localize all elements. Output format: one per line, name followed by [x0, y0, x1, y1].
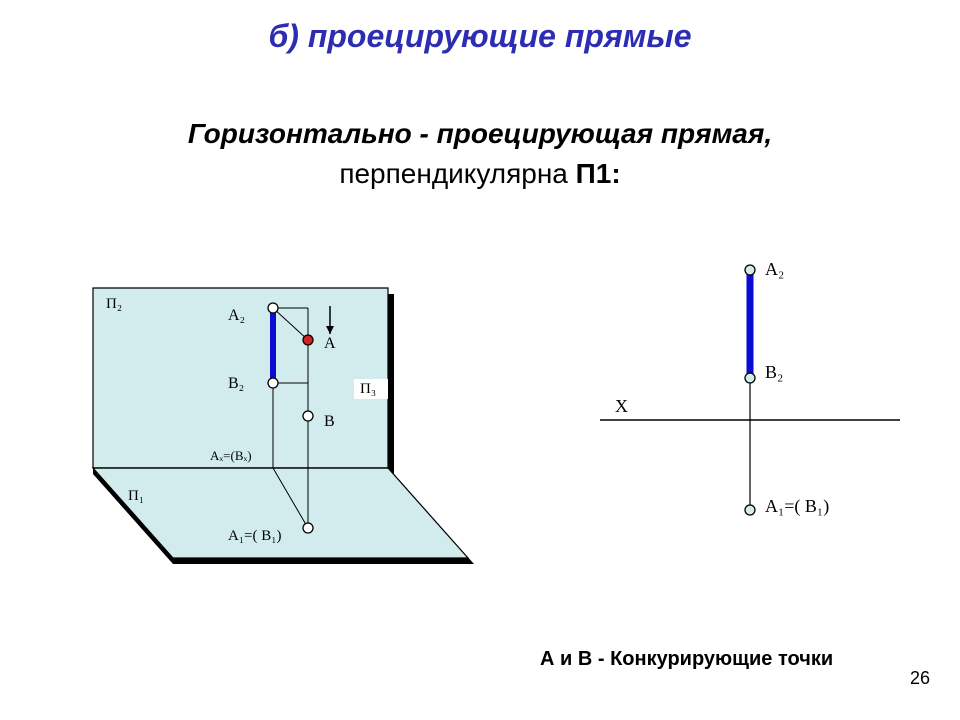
subtitle-line-1: Горизонтально - проецирующая прямая, [0, 118, 960, 150]
label-A: A [324, 335, 336, 352]
label-B2: B₂ [228, 375, 244, 392]
subtitle-bold: П1: [576, 158, 621, 189]
slide-title: б) проецирующие прямые [0, 18, 960, 55]
subtitle-line-2: перпендикулярна П1: [0, 158, 960, 190]
left-diagram: П₂ П₁ П₃ A₂ B₂ A B Aₓ=(Bₓ) A₁=( B₁) [78, 278, 508, 598]
slide: б) проецирующие прямые Горизонтально - п… [0, 0, 960, 720]
label-A1: A₁=( B₁) [765, 496, 829, 517]
subtitle-prefix: перпендикулярна [339, 158, 575, 189]
page-number: 26 [910, 668, 930, 689]
label-B: B [324, 413, 335, 430]
label-B2: B₂ [765, 362, 783, 382]
label-Ax: Aₓ=(Bₓ) [210, 448, 252, 463]
label-A2: A₂ [765, 259, 784, 279]
footer-note: А и В - Конкурирующие точки [540, 648, 833, 671]
right-diagram: A₂ B₂ X A₁=( B₁) [560, 250, 920, 560]
label-A1: A₁=( B₁) [228, 528, 282, 544]
label-P1: П₁ [128, 488, 144, 504]
label-X: X [615, 396, 628, 416]
label-A2: A₂ [228, 307, 245, 324]
label-P2: П₂ [106, 296, 122, 312]
label-P3: П₃ [360, 381, 376, 397]
